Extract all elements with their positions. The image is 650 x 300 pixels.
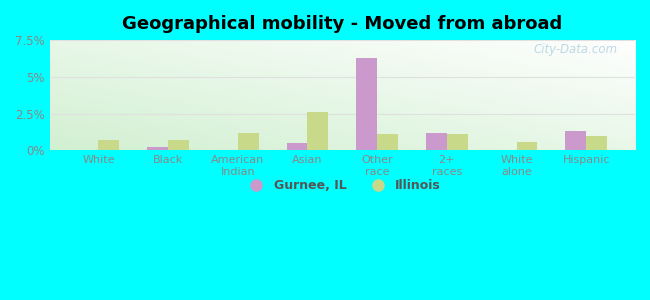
Bar bbox=[238, 133, 259, 150]
Bar bbox=[566, 131, 586, 150]
Bar bbox=[356, 58, 377, 150]
Bar bbox=[426, 133, 447, 150]
Bar bbox=[287, 143, 307, 150]
Legend: Gurnee, IL, Illinois: Gurnee, IL, Illinois bbox=[239, 174, 446, 197]
Bar bbox=[98, 140, 120, 150]
Text: City-Data.com: City-Data.com bbox=[533, 44, 618, 56]
Bar bbox=[147, 147, 168, 150]
Bar bbox=[517, 142, 538, 150]
Title: Geographical mobility - Moved from abroad: Geographical mobility - Moved from abroa… bbox=[122, 15, 562, 33]
Bar bbox=[377, 134, 398, 150]
Bar bbox=[447, 134, 468, 150]
Bar bbox=[586, 136, 607, 150]
Bar bbox=[307, 112, 328, 150]
Bar bbox=[168, 140, 189, 150]
